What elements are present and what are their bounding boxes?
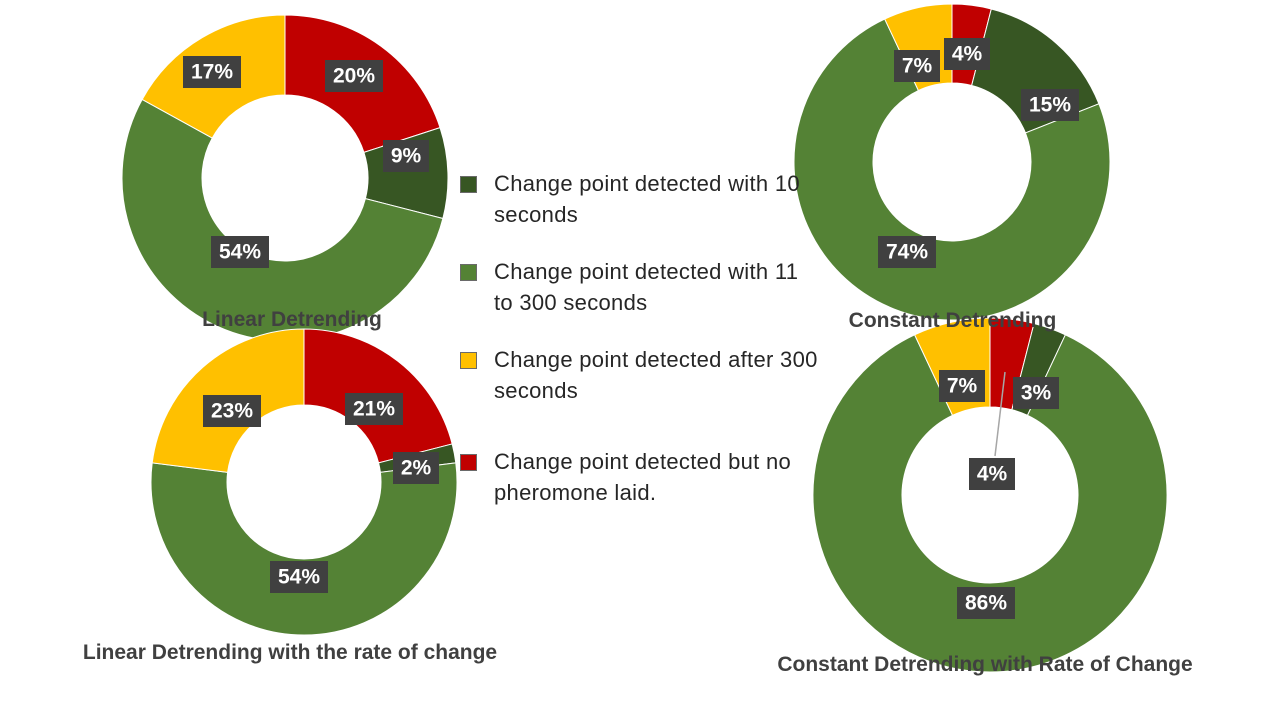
data-label-within-10s: 3% [1013, 377, 1059, 409]
legend-swatch-red [460, 454, 477, 471]
data-label-no-pheromone: 20% [325, 60, 383, 92]
data-label-after-300s: 23% [203, 395, 261, 427]
data-label-text: 20% [333, 65, 375, 88]
data-label-box [270, 561, 328, 593]
legend-item-within-10s: Change point detected with 10 seconds [460, 168, 820, 230]
data-label-after-300s: 7% [939, 370, 985, 402]
data-label-no-pheromone: 4% [969, 458, 1015, 490]
chart-title-constant-detrending-rate: Constant Detrending with Rate of Change [777, 653, 1193, 676]
donut-chart-2: 4% 15% 74% 7% [793, 3, 1111, 321]
donut-chart-3: 21% 2% 54% 23% [150, 328, 458, 636]
data-label-text: 54% [278, 566, 320, 589]
data-label-text: 17% [191, 61, 233, 84]
data-label-text: 3% [1021, 382, 1052, 405]
data-label-text: 23% [211, 400, 253, 423]
data-label-11-to-300s: 54% [211, 236, 269, 268]
chart-title-constant-detrending: Constant Detrending [848, 309, 1057, 332]
legend-swatch-yellow [460, 352, 477, 369]
slice-11-to-300s [812, 334, 1168, 673]
data-label-within-10s: 2% [393, 452, 439, 484]
legend-label: Change point detected with 10 seconds [494, 171, 800, 227]
data-label-box [944, 38, 990, 70]
data-label-text: 86% [965, 592, 1007, 615]
data-label-text: 54% [219, 241, 261, 264]
data-label-11-to-300s: 86% [957, 587, 1015, 619]
data-label-box [325, 60, 383, 92]
leader-line [994, 371, 1006, 457]
data-label-within-10s: 15% [1021, 89, 1079, 121]
legend-item-no-pheromone: Change point detected but no pheromone l… [460, 446, 820, 508]
data-label-box [894, 50, 940, 82]
legend-item-11-to-300s: Change point detected with 11 to 300 sec… [460, 256, 820, 318]
data-label-box [183, 56, 241, 88]
slice-11-to-300s [793, 18, 1111, 321]
data-label-box [957, 587, 1015, 619]
data-label-text: 15% [1029, 94, 1071, 117]
data-label-text: 9% [391, 145, 422, 168]
legend-item-after-300s: Change point detected after 300 seconds [460, 344, 820, 406]
data-label-box [969, 458, 1015, 490]
data-label-box [393, 452, 439, 484]
data-label-11-to-300s: 74% [878, 236, 936, 268]
slice-11-to-300s [150, 462, 458, 636]
chart-title-linear-detrending: Linear Detrending [202, 308, 382, 331]
donut-chart-1: 20% 9% 54% 17% [121, 14, 449, 342]
data-label-after-300s: 7% [894, 50, 940, 82]
data-label-box [1021, 89, 1079, 121]
legend-label: Change point detected with 11 to 300 sec… [494, 259, 799, 315]
data-label-text: 4% [977, 463, 1008, 486]
legend-swatch-dark-green [460, 176, 477, 193]
data-label-no-pheromone: 4% [944, 38, 990, 70]
data-label-box [939, 370, 985, 402]
donut-chart-4: 4% 3% 86% 7% [812, 317, 1168, 673]
chart-title-linear-detrending-rate: Linear Detrending with the rate of chang… [82, 641, 498, 664]
data-label-text: 2% [401, 457, 432, 480]
data-label-after-300s: 17% [183, 56, 241, 88]
data-label-within-10s: 9% [383, 140, 429, 172]
data-label-box [878, 236, 936, 268]
data-label-text: 74% [886, 241, 928, 264]
data-label-box [211, 236, 269, 268]
legend-label: Change point detected but no pheromone l… [494, 449, 792, 505]
data-label-text: 7% [902, 55, 933, 78]
legend-label: Change point detected after 300 seconds [494, 347, 818, 403]
legend: Change point detected with 10 seconds Ch… [460, 168, 820, 508]
data-label-box [1013, 377, 1059, 409]
data-label-box [383, 140, 429, 172]
data-label-no-pheromone: 21% [345, 393, 403, 425]
data-label-text: 21% [353, 398, 395, 421]
data-label-box [203, 395, 261, 427]
data-label-text: 7% [947, 375, 978, 398]
legend-swatch-green [460, 264, 477, 281]
data-label-box [345, 393, 403, 425]
data-label-11-to-300s: 54% [270, 561, 328, 593]
slice-11-to-300s [121, 98, 444, 342]
data-label-text: 4% [952, 43, 983, 66]
